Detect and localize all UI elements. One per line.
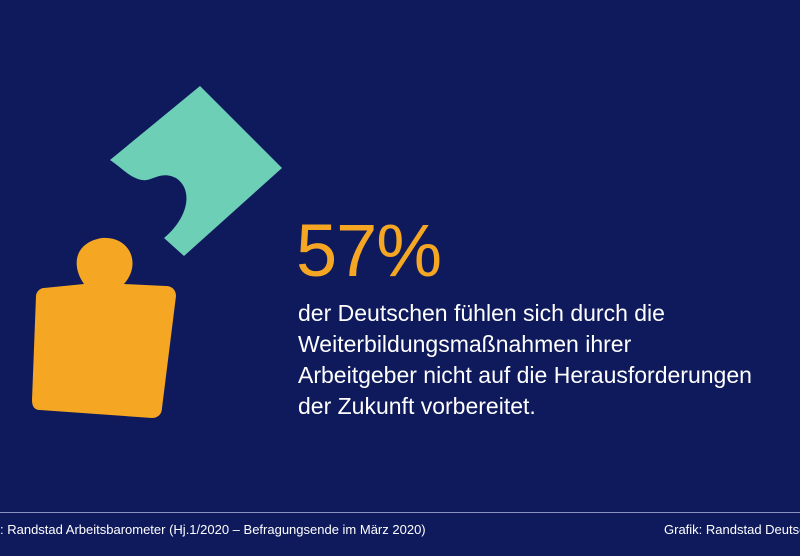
description-line: Weiterbildungsmaßnahmen ihrer (298, 331, 632, 357)
footer-source: : Randstad Arbeitsbarometer (Hj.1/2020 –… (0, 522, 426, 537)
puzzle-piece-teal-icon (110, 86, 282, 256)
statistic-description: der Deutschen fühlen sich durch die Weit… (298, 298, 800, 422)
footer-credit: Grafik: Randstad Deutschland (664, 522, 800, 537)
puzzle-piece-orange-icon (32, 237, 176, 418)
description-line: der Zukunft vorbereitet. (298, 393, 536, 419)
statistic-value: 57% (296, 209, 442, 292)
description-line: Arbeitgeber nicht auf die Herausforderun… (298, 362, 752, 388)
footer-divider (0, 512, 800, 513)
description-line: der Deutschen fühlen sich durch die (298, 300, 665, 326)
